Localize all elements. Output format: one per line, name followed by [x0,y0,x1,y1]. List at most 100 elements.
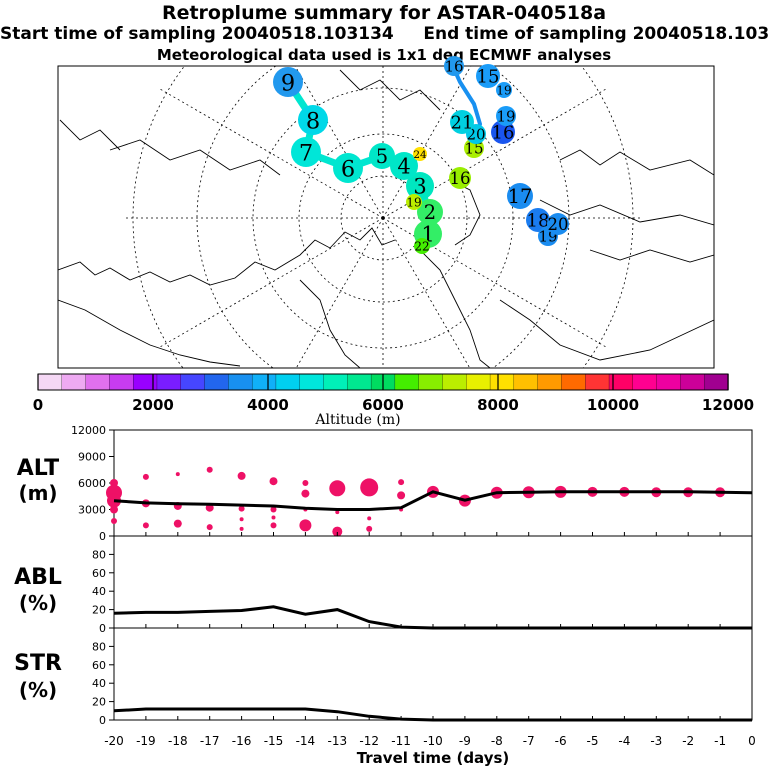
sampling-times: Start time of sampling 20040518.103134 E… [0,24,768,44]
trajectory-point [291,137,321,167]
str-label: STR [14,651,62,676]
trajectory-point-label: 19 [496,83,511,97]
x-tick-label: -16 [232,734,252,748]
colorbar-cell [561,373,586,391]
trajectory-point [413,147,427,161]
trajectory-point [526,208,550,232]
x-tick-label: -8 [491,734,503,748]
abl-label: ABL [14,565,62,590]
colorbar-cell [85,373,111,391]
chart-title: Retroplume summary for ASTAR-040518a [161,2,607,24]
alt-spread-marker [360,478,379,497]
y-tick-label: 60 [92,567,106,580]
alt-spread-marker [110,505,118,514]
abl-unit: (%) [19,591,57,615]
trajectory-point [390,152,418,180]
colorbar-cell [442,373,467,391]
y-tick-label: 80 [92,640,106,653]
trajectory-point-label: 16 [492,123,515,144]
trajectory-point-label: 16 [450,169,471,188]
y-tick-label: 6000 [78,477,106,490]
alt-spread-marker [301,489,310,498]
colorbar-tick-label: 8000 [477,396,519,414]
colorbar-tick-label: 6000 [362,396,404,414]
trajectory-point-label: 7 [299,140,313,166]
colorbar-cell [680,373,705,391]
x-tick-label: -20 [104,734,124,748]
alt-label: ALT [17,456,59,481]
str-frame [113,627,753,721]
x-tick-label: -3 [650,734,662,748]
trajectory-point [406,194,422,210]
colorbar-cell [656,373,682,391]
colorbar-tick-label: 4000 [247,396,289,414]
trajectory-point [406,172,434,200]
map-frame [57,65,715,369]
abl-frame [113,535,753,629]
colorbar-cell [347,373,372,391]
alt-spread-marker [397,491,406,500]
colorbar-tick-label: 2000 [132,396,174,414]
abl-y-ticks: 0 20 40 60 80 [92,548,114,635]
alt-spread-marker [366,525,373,532]
x-tick-label: -18 [168,734,188,748]
colorbar-label: Altitude (m) [314,412,400,428]
colorbar-cell [204,373,229,391]
lat-circle [298,133,468,303]
coastline [339,69,441,111]
trajectory-point [496,82,512,98]
trajectory-point-label: 5 [376,145,388,168]
alt-spread-marker [299,519,312,532]
x-tick-label: 0 [748,734,756,748]
alt-spread-marker [270,522,277,529]
met-data-text: Meteorological data used is 1x1 deg ECMW… [156,46,612,64]
colorbar-cell [466,373,491,391]
colorbar-cell [394,373,420,391]
trajectory-point [417,199,443,225]
x-tick-label: -11 [391,734,411,748]
trajectory-point-label: 15 [464,140,483,158]
colorbar-cell [251,373,277,391]
x-tick-label: -7 [523,734,535,748]
trajectory-point-label: 20 [466,126,485,144]
str-panel: STR (%) 0 20 40 60 80 [14,627,753,727]
end-time-text: End time of sampling 20040518.103224 [423,24,768,44]
x-tick-label: -15 [264,734,284,748]
y-tick-label: 3000 [78,504,106,517]
trajectory-point-label: 16 [444,58,463,76]
colorbar-cell [418,373,444,391]
colorbar-cell [585,373,610,391]
colorbar-cell [37,373,63,391]
x-tick-label: -13 [327,734,347,748]
colorbar-tick-label: 0 [33,396,43,414]
colorbar-ticks: 0 2000 4000 6000 8000 10000 12000 [33,374,754,414]
trajectory-point-label: 2 [424,201,436,224]
coastline [559,149,714,176]
alt-spread-marker [238,505,245,512]
coastline [58,299,241,367]
x-tick-label: -5 [587,734,599,748]
y-tick-label: 0 [99,714,106,727]
alt-spread-marker [302,480,309,486]
alt-spread-marker [239,517,244,522]
y-tick-label: 40 [92,677,106,690]
alt-spread-marker [111,517,117,524]
alt-spread-marker [270,506,277,513]
alt-mean-line [113,490,753,511]
trajectory-point-label: 8 [306,108,320,134]
colorbar-cell [109,373,134,391]
y-tick-label: 0 [99,530,106,543]
trajectory-point [369,143,395,169]
alt-spread-markers [106,466,726,537]
coastlines [58,69,714,368]
coastline [419,249,491,368]
trajectory-point [444,56,464,76]
trajectory-point-label: 17 [508,185,533,208]
alt-unit: (m) [18,481,57,505]
alt-spread-marker [206,524,213,531]
colorbar-tick-label: 10000 [587,396,639,414]
trajectory-point [450,110,474,134]
x-tick-label: -2 [682,734,694,748]
alt-spread-marker [271,515,276,520]
trajectory-point [496,106,516,126]
